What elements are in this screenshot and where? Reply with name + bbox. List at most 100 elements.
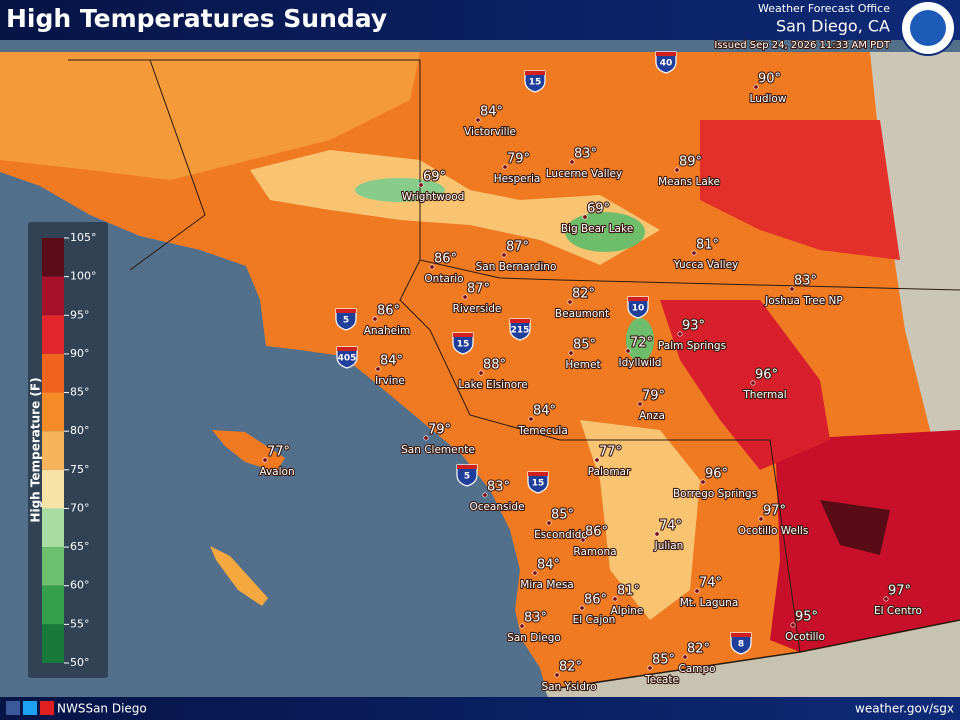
city-temp: 97° <box>763 504 786 519</box>
legend-tick-label: 90° <box>70 347 90 360</box>
highway-number: 8 <box>738 640 744 650</box>
city-temp: 88° <box>483 358 506 373</box>
legend-tick-label: 55° <box>70 617 90 630</box>
city-dot <box>482 492 488 498</box>
city-name: El Cajon <box>573 614 616 626</box>
city-dot <box>612 596 618 602</box>
highway-shield-top <box>628 297 648 301</box>
county-line <box>129 59 206 271</box>
city-dot <box>750 380 756 386</box>
highway-shield <box>336 346 358 369</box>
city-temp: 87° <box>506 240 529 255</box>
city-name: Joshua Tree NP <box>764 295 842 307</box>
highway-shield-top <box>528 472 548 476</box>
city-temp: 97° <box>888 584 911 599</box>
city-temp: 82° <box>559 660 582 675</box>
city-dot <box>789 286 795 292</box>
cool-zone <box>626 318 654 362</box>
legend-swatch <box>42 547 64 586</box>
city-temp: 69° <box>423 170 446 185</box>
legend-tick-label: 65° <box>70 540 90 553</box>
highway-shield-top <box>457 465 477 469</box>
city-temp: 84° <box>537 558 560 573</box>
highway-number: 15 <box>529 78 542 88</box>
legend-swatch <box>42 585 64 625</box>
city-name: Hemet <box>565 359 600 371</box>
city-temp: 89° <box>679 155 702 170</box>
city-temp: 84° <box>533 404 556 419</box>
highway-shield-top <box>336 309 356 313</box>
city-name: Mt. Laguna <box>680 597 739 609</box>
city-name: Thermal <box>742 389 786 401</box>
city-temp: 79° <box>428 423 451 438</box>
mountain-zone <box>250 150 660 265</box>
highway-number: 15 <box>457 340 470 350</box>
legend-swatch <box>42 624 64 663</box>
highway-shield <box>335 308 357 331</box>
city-dot <box>694 588 700 594</box>
city-name: Alpine <box>611 605 644 617</box>
social: NWSSan Diego <box>57 702 147 716</box>
legend-tick-label: 50° <box>70 656 90 669</box>
city-dot <box>429 264 435 270</box>
city-temp: 86° <box>585 525 608 540</box>
city-dot <box>375 366 381 372</box>
legend-tick-label: 75° <box>70 463 90 476</box>
city-dot <box>528 416 534 422</box>
city-name: Oceanside <box>469 501 524 513</box>
legend-swatch <box>42 315 64 354</box>
legend-tick-label: 100° <box>70 270 97 283</box>
icon <box>6 701 20 715</box>
cities: 84° Victorville 79° Hesperia 83° Lucerne Vall… <box>258 70 923 694</box>
city-name: Borrego Springs <box>673 488 757 500</box>
city-name: Victorville <box>464 126 516 138</box>
city-dot <box>501 252 507 258</box>
city-temp: 82° <box>687 642 710 657</box>
city-dot <box>568 350 574 356</box>
city-name: Mira Mesa <box>520 579 574 591</box>
county-line <box>68 59 960 291</box>
city-dot <box>475 117 481 123</box>
city-temp: 86° <box>584 593 607 608</box>
legend-title: High Temperature (F) <box>29 377 43 522</box>
border <box>544 619 960 691</box>
highway-number: 5 <box>343 316 349 326</box>
city-name: Wrightwood <box>402 191 465 203</box>
highway-shield <box>527 471 549 494</box>
mountain-zone <box>580 420 700 620</box>
city-temp: 82° <box>572 287 595 302</box>
logo-inner <box>910 10 946 46</box>
city-temp: 90° <box>758 72 781 87</box>
city-temp: 81° <box>696 238 719 253</box>
city-name: Ocotillo <box>785 631 825 643</box>
icon <box>23 701 37 715</box>
city-temp: 77° <box>267 445 290 460</box>
city-dot <box>554 672 560 678</box>
city-name: Idyllwild <box>619 357 662 369</box>
legend-swatch <box>42 238 64 277</box>
city-temp: 77° <box>599 445 622 460</box>
city-dot <box>502 164 508 170</box>
legend-tick-label: 105° <box>70 231 97 244</box>
icon <box>40 701 54 715</box>
city-name: Irvine <box>375 375 405 387</box>
city-dot <box>262 457 268 463</box>
city-dot <box>567 299 573 305</box>
city-name: Temecula <box>517 425 568 437</box>
highway-number: 405 <box>338 354 357 364</box>
boundaries <box>68 59 960 691</box>
highway-number: 15 <box>532 479 545 489</box>
land-zone <box>0 52 420 180</box>
issued: Issued Sep 24, 2026 11:33 AM PDT <box>714 40 890 51</box>
city-dot <box>677 331 683 337</box>
city-name: Tecate <box>644 674 679 686</box>
legend-swatch <box>42 353 64 393</box>
city-temp: 95° <box>795 610 818 625</box>
highway-shield-top <box>656 52 676 56</box>
city-temp: 85° <box>573 338 596 353</box>
hot-core <box>820 500 890 555</box>
city-dot <box>753 84 759 90</box>
highway-shield-top <box>510 319 530 323</box>
city-temp: 79° <box>642 389 665 404</box>
city-temp: 86° <box>434 252 457 267</box>
